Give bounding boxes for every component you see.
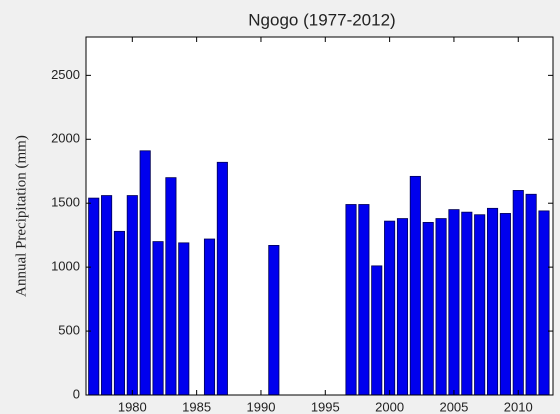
bar [371,265,383,396]
bar [101,195,113,396]
x-tick-label: 2010 [504,399,533,414]
y-tick-label: 1000 [51,259,80,274]
bar [216,161,228,396]
bar [384,220,396,396]
bar [358,204,370,396]
bar [268,245,280,396]
bar [113,230,125,396]
x-tick-label: 2005 [439,399,468,414]
bar [178,242,190,396]
y-tick-label: 2000 [51,131,80,146]
y-tick-label: 0 [73,386,80,401]
bar [126,195,138,396]
y-tick-label: 500 [58,323,80,338]
bar [422,221,434,396]
bar [345,204,357,396]
x-tick-label: 1995 [311,399,340,414]
y-tick-label: 2500 [51,67,80,82]
y-axis-label: Annual Precipitation (mm) [13,135,29,297]
bar [435,218,447,396]
x-tick-label: 1990 [247,399,276,414]
bar [512,190,524,396]
bar [396,218,409,396]
bar [486,207,499,396]
bar [139,150,151,396]
bar [499,213,511,396]
bar [525,193,537,396]
bar [461,211,473,396]
x-tick-label: 1985 [182,399,211,414]
bar [152,241,164,396]
axes-frame [85,36,554,396]
bar [538,210,550,396]
chart-title: Ngogo (1977-2012) [248,10,395,29]
y-tick-label: 1500 [51,195,80,210]
bar [203,238,216,396]
x-tick-label: 2000 [375,399,404,414]
bar [448,209,460,396]
x-tick-label: 1980 [118,399,147,414]
bar [88,197,100,396]
bar [474,214,486,396]
bar [165,177,177,396]
bar [409,175,421,396]
